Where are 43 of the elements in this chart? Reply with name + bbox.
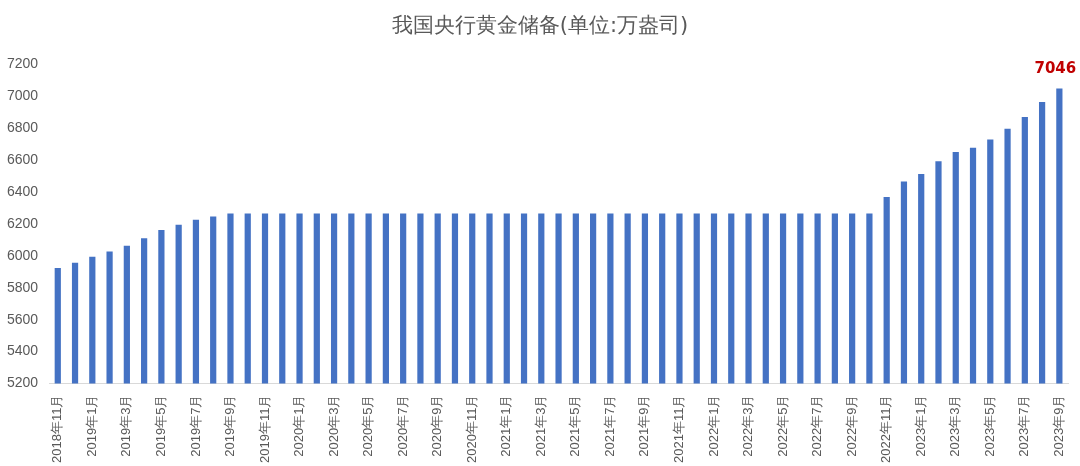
x-tick-label: 2019年11月: [256, 394, 272, 464]
y-tick-label: 7000: [6, 86, 39, 103]
x-tick-label: 2021年11月: [671, 394, 687, 464]
x-tick-label: 2022年5月: [774, 394, 790, 457]
data-label: 7046: [1034, 59, 1077, 77]
x-tick-label: 2021年9月: [636, 394, 652, 457]
x-tick-label: 2023年7月: [1016, 394, 1032, 457]
x-tick-label: 2021年1月: [498, 394, 514, 457]
y-tick-label: 7200: [6, 54, 39, 71]
x-tick-label: 2022年1月: [705, 394, 721, 457]
x-tick-label: 2022年9月: [843, 394, 859, 457]
x-tick-label: 2020年11月: [463, 394, 479, 464]
y-tick-label: 6600: [6, 150, 39, 167]
chart-title: 我国央行黄金储备(单位:万盎司): [390, 12, 690, 39]
x-tick-label: 2019年3月: [118, 394, 134, 457]
x-tick-label: 2022年11月: [878, 394, 894, 464]
y-tick-label: 6000: [6, 246, 39, 263]
x-tick-label: 2019年7月: [187, 394, 203, 457]
x-tick-label: 2023年3月: [947, 394, 963, 457]
x-tick-label: 2019年1月: [83, 394, 99, 457]
x-tick-label: 2023年9月: [1050, 394, 1066, 457]
y-tick-label: 6800: [6, 118, 39, 135]
x-tick-label: 2021年3月: [532, 394, 548, 457]
x-tick-label: 2023年5月: [981, 394, 997, 457]
x-tick-label: 2023年1月: [912, 394, 928, 457]
x-tick-label: 2021年5月: [567, 394, 583, 457]
x-tick-label: 2022年3月: [740, 394, 756, 457]
x-tick-label: 2018年11月: [49, 394, 65, 464]
y-tick-label: 6200: [6, 214, 39, 231]
y-tick-label: 5800: [6, 278, 39, 295]
y-tick-label: 5200: [6, 374, 39, 391]
x-tick-label: 2020年1月: [291, 394, 307, 457]
x-tick-label: 2020年9月: [429, 394, 445, 457]
x-tick-label: 2022年7月: [809, 394, 825, 457]
x-tick-label: 2021年7月: [601, 394, 617, 457]
y-tick-label: 6400: [6, 182, 39, 199]
x-tick-label: 2020年7月: [394, 394, 410, 457]
y-tick-label: 5400: [6, 342, 39, 359]
y-tick-label: 5600: [6, 310, 39, 327]
x-tick-label: 2019年5月: [152, 394, 168, 457]
x-tick-label: 2020年3月: [325, 394, 341, 457]
x-tick-label: 2019年9月: [222, 394, 238, 457]
x-tick-label: 2020年5月: [360, 394, 376, 457]
